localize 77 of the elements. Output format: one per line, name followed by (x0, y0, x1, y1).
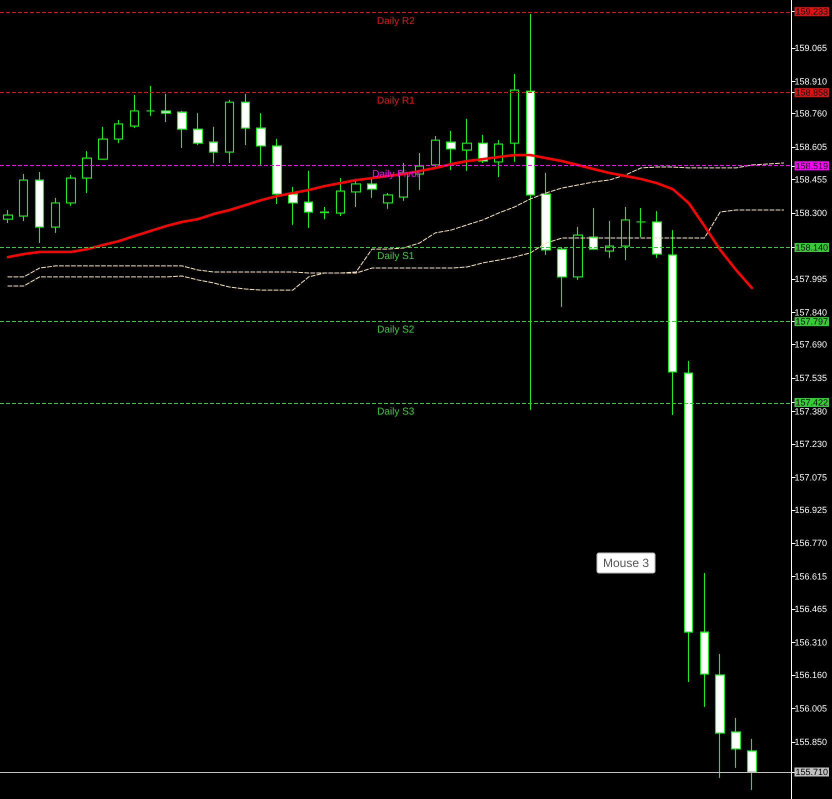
candlestick (161, 93, 171, 122)
y-tick-label: 157.075 (794, 472, 828, 482)
y-tick-label: 155.710 (795, 767, 828, 778)
candlestick (383, 192, 393, 210)
candlestick (462, 118, 472, 172)
candlestick (241, 93, 250, 146)
y-tick-label: 156.925 (794, 504, 828, 515)
candlestick (747, 738, 757, 790)
y-tick-label: 158.519 (795, 160, 828, 171)
candlestick (3, 210, 13, 224)
y-tick-label: 157.797 (795, 316, 828, 327)
y-tick-label: 157.535 (794, 373, 828, 384)
candlestick (336, 178, 345, 217)
candlestick (621, 206, 630, 261)
y-tick-label: 157.380 (794, 406, 828, 417)
y-tick-label: 157.840 (794, 307, 828, 318)
y-tick-label: 158.858 (795, 88, 828, 98)
y-tick-label: 155.850 (794, 736, 828, 747)
y-tick-label: 158.455 (794, 174, 828, 185)
y-tick-label: 157.995 (794, 274, 828, 284)
y-tick-label: 157.422 (795, 398, 828, 408)
y-tick-label: 156.005 (794, 703, 828, 714)
y-tick-label: 158.605 (794, 142, 828, 152)
candlestick (715, 653, 725, 778)
candlestick (636, 208, 646, 238)
y-tick-label: 156.465 (794, 604, 828, 614)
candlestick (541, 172, 551, 256)
candlestick (684, 360, 693, 683)
y-tick-label: 156.160 (794, 670, 828, 680)
candlestick (19, 173, 28, 222)
candlestick (209, 126, 218, 164)
candlestick (35, 172, 44, 244)
candlestick (304, 170, 313, 228)
candlestick (446, 130, 456, 171)
y-tick-label: 156.770 (794, 538, 828, 548)
y-tick-label: 157.690 (794, 340, 828, 350)
ref-line-label: Daily S1 (377, 251, 415, 262)
y-tick-label: 156.615 (794, 572, 828, 582)
y-tick-label: 159.065 (794, 42, 828, 53)
y-tick-label: 158.140 (795, 242, 828, 253)
candlestick (225, 99, 234, 164)
candlestick (98, 126, 108, 160)
candlestick (431, 135, 440, 168)
candlestick (82, 150, 92, 194)
y-tick-label: 156.310 (794, 638, 828, 648)
candlestick (256, 112, 266, 166)
annotation: Mouse 3 (603, 556, 650, 570)
y-tick-label: 158.910 (794, 76, 828, 86)
ref-line-label: Daily S2 (377, 324, 415, 336)
candlestick (130, 94, 139, 128)
y-tick-label: 159.233 (795, 6, 828, 17)
candlestick (731, 717, 741, 768)
candlestick (668, 230, 677, 416)
candlestick (193, 112, 203, 146)
candlestick (272, 138, 282, 204)
candlestick (51, 197, 60, 234)
candlestick (557, 247, 567, 308)
candlestick (320, 206, 329, 220)
candlestick (114, 120, 123, 144)
candlestick (510, 74, 519, 162)
y-tick-label: 158.760 (794, 108, 828, 119)
ref-line-label: Daily R1 (376, 96, 416, 107)
candlestick (526, 14, 535, 410)
y-tick-label: 158.300 (794, 208, 828, 218)
candlestick (66, 174, 76, 206)
candlestick (288, 186, 298, 226)
y-tick-label: 157.230 (794, 438, 828, 449)
candlestick (700, 572, 709, 708)
candlestick (146, 85, 155, 116)
candlestick (652, 210, 662, 258)
ref-line-label: Daily S3 (377, 406, 415, 418)
line-series (6, 154, 754, 290)
candlestick (605, 220, 614, 258)
candlestick (589, 208, 598, 250)
ref-line-label: Daily R2 (376, 16, 416, 27)
candlestick (177, 110, 187, 149)
candlestick (573, 226, 583, 280)
